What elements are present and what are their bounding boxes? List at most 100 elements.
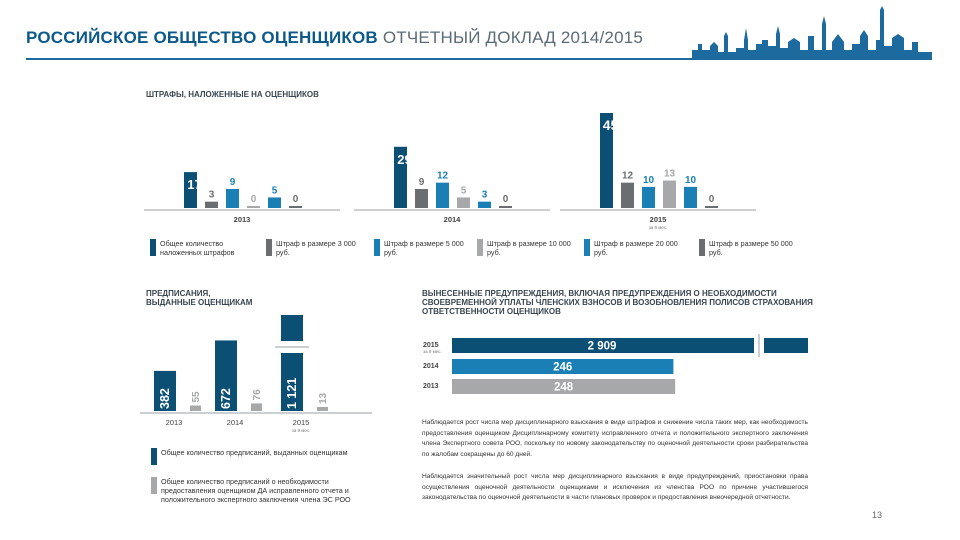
- fines-category-label: 2014: [444, 215, 462, 224]
- fines-value-label: 5: [272, 185, 278, 196]
- fines-bar: [621, 182, 634, 208]
- warnings-title-line-3: ОТВЕТСТВЕННОСТИ ОЦЕНЩИКОВ: [422, 307, 561, 316]
- fines-value-label: 3: [482, 190, 488, 201]
- warnings-bar: [452, 379, 676, 394]
- prescriptions-bar-top: [281, 315, 303, 341]
- legend-label: Штраф в размере 10 000 руб.: [487, 239, 571, 257]
- warnings-bar: [452, 338, 754, 353]
- prescriptions-category-label: 2015: [293, 418, 310, 427]
- prescriptions-gray-bar: [317, 407, 328, 411]
- fines-value-label: 0: [251, 194, 257, 205]
- fines-bar: [457, 197, 470, 208]
- fines-value-label: 9: [419, 177, 425, 188]
- fines-bar: [600, 113, 613, 208]
- note-paragraph-1: Наблюдается рост числа мер дисциплинарно…: [422, 419, 808, 458]
- fines-bar: [663, 180, 676, 208]
- prescriptions-gray-bar: [190, 405, 201, 411]
- legend-swatch: [151, 477, 157, 494]
- organization-name: РОССИЙСКОЕ ОБЩЕСТВО ОЦЕНЩИКОВ: [26, 28, 378, 47]
- fines-value-label: 29: [397, 152, 411, 167]
- warnings-category-note: за 9 мес.: [423, 349, 442, 354]
- fines-category-note: за 9 мес.: [649, 225, 668, 230]
- prescriptions-gray-value-label: 55: [191, 391, 202, 403]
- warnings-title-line-2: СВОЕВРЕМЕННОЙ УПЛАТЫ ЧЛЕНСКИХ ВЗНОСОВ И …: [422, 298, 813, 307]
- fines-value-label: 12: [622, 171, 634, 182]
- warnings-bar: [452, 359, 674, 374]
- prescriptions-bar: [215, 340, 237, 411]
- fines-category-label: 2015: [650, 215, 667, 224]
- note-paragraph-2: Наблюдается значительный рост числа мер …: [422, 473, 808, 501]
- warnings-chart-title: ВЫНЕСЕННЫЕ ПРЕДУПРЕЖДЕНИЯ, ВКЛЮЧАЯ ПРЕДУ…: [422, 289, 813, 316]
- fines-value-label: 17: [187, 177, 201, 192]
- legend-label: Штраф в размере 20 000 руб.: [594, 239, 678, 257]
- fines-chart: 17 3 9 0 5 0 2013 29 9 12 5 3 0 2014 45 12 10 13 10 0 2015за…: [144, 113, 756, 230]
- warnings-value-label: 2 909: [588, 341, 617, 353]
- fines-bar: [226, 189, 239, 208]
- legend-swatch: [584, 239, 590, 256]
- report-name: ОТЧЕТНЫЙ ДОКЛАД 2014/2015: [382, 28, 644, 47]
- warnings-bar-end: [764, 338, 808, 353]
- fines-bar: [499, 206, 512, 208]
- fines-category-label: 2013: [234, 215, 251, 224]
- fines-value-label: 45: [603, 117, 619, 133]
- fines-value-label: 13: [664, 169, 676, 180]
- prescriptions-gray-value-label: 13: [318, 392, 329, 404]
- legend-label: Общее количество предписаний о необходим…: [161, 477, 351, 504]
- warnings-value-label: 248: [554, 382, 574, 394]
- prescriptions-category-note: за 9 мес.: [292, 428, 311, 433]
- fines-value-label: 0: [293, 194, 299, 205]
- fines-bar: [436, 182, 449, 208]
- prescriptions-chart-title: ПРЕДПИСАНИЯ, ВЫДАННЫЕ ОЦЕНЩИКАМ: [146, 289, 252, 307]
- legend-swatch: [477, 239, 483, 256]
- fines-bar: [247, 206, 260, 208]
- warnings-value-label: 246: [553, 362, 572, 374]
- legend-swatch: [699, 239, 705, 256]
- fines-bar: [415, 189, 428, 208]
- header-divider: [26, 58, 931, 60]
- prescriptions-category-label: 2013: [166, 418, 183, 427]
- legend-swatch: [266, 239, 272, 256]
- fines-bar: [705, 206, 718, 208]
- prescriptions-title-line-1: ПРЕДПИСАНИЯ,: [146, 289, 211, 298]
- prescriptions-bar: [281, 353, 303, 411]
- legend-swatch: [151, 448, 157, 465]
- fines-bar: [268, 197, 281, 208]
- fines-value-label: 5: [461, 185, 467, 196]
- fines-value-label: 0: [503, 194, 509, 205]
- fines-bar: [205, 201, 218, 208]
- warnings-title-line-1: ВЫНЕСЕННЫЕ ПРЕДУПРЕЖДЕНИЯ, ВКЛЮЧАЯ ПРЕДУ…: [422, 289, 777, 298]
- fines-value-label: 3: [209, 190, 215, 201]
- legend-swatch: [150, 239, 156, 256]
- legend-label: Штраф в размере 5 000 руб.: [384, 239, 464, 257]
- legend-label: Общее количество предписаний, выданных о…: [161, 448, 348, 457]
- legend-label: Общее количество наложенных штрафов: [160, 239, 235, 257]
- warnings-category-label: 2013: [423, 383, 439, 390]
- fines-bar: [184, 172, 197, 208]
- fines-bar: [394, 146, 407, 208]
- page-title: РОССИЙСКОЕ ОБЩЕСТВО ОЦЕНЩИКОВ ОТЧЕТНЫЙ Д…: [26, 28, 643, 48]
- fines-bar: [478, 201, 491, 208]
- prescriptions-value-label: 1 121: [285, 378, 299, 409]
- fines-value-label: 10: [685, 175, 697, 186]
- prescriptions-value-label: 672: [219, 388, 233, 409]
- fines-bar: [289, 206, 302, 208]
- prescriptions-category-label: 2014: [227, 418, 244, 427]
- legend-label: Штраф в размере 50 000 руб.: [709, 239, 793, 257]
- fines-bar: [642, 186, 655, 208]
- prescriptions-title-line-2: ВЫДАННЫЕ ОЦЕНЩИКАМ: [146, 298, 253, 307]
- prescriptions-bar: [154, 370, 176, 411]
- fines-value-label: 10: [643, 175, 655, 186]
- legend-swatch: [374, 239, 380, 256]
- prescriptions-gray-bar: [251, 403, 262, 411]
- fines-chart-title: ШТРАФЫ, НАЛОЖЕННЫЕ НА ОЦЕНЩИКОВ: [146, 90, 319, 99]
- fines-bar: [684, 186, 697, 208]
- page-number: 13: [872, 510, 883, 520]
- fines-value-label: 12: [437, 171, 449, 182]
- legend-label: Штраф в размере 3 000 руб.: [276, 239, 356, 257]
- prescriptions-gray-value-label: 76: [252, 389, 263, 401]
- fines-value-label: 0: [709, 194, 715, 205]
- city-skyline-logo: [680, 6, 932, 60]
- warnings-category-label: 2014: [423, 363, 439, 370]
